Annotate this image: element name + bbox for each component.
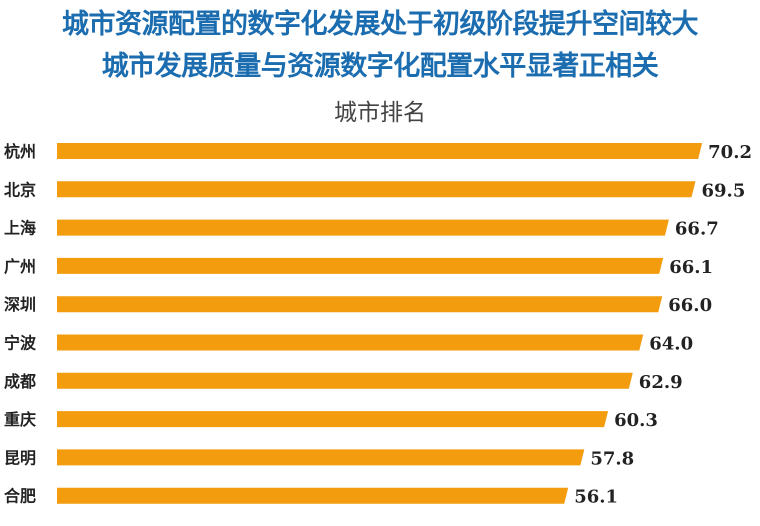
bar [57,257,664,274]
category-label: 宁波 [4,334,37,353]
value-label: 60.3 [614,410,658,431]
chart-title: 城市资源配置的数字化发展处于初级阶段提升空间较大 [62,9,699,40]
value-label: 66.1 [669,257,713,278]
value-label: 62.9 [639,372,683,393]
category-label: 广州 [4,257,36,276]
value-label: 57.8 [590,448,634,469]
category-label: 成都 [4,372,36,391]
value-label: 66.7 [675,219,719,240]
value-label: 66.0 [668,295,712,316]
category-label: 深圳 [4,295,36,314]
chart-label: 城市排名 [334,100,426,126]
value-label: 69.5 [702,180,746,201]
value-label: 70.2 [708,142,752,163]
bar [57,219,669,236]
category-label: 昆明 [4,448,36,467]
category-label: 合肥 [4,487,36,506]
bar [57,372,633,389]
chart-subtitle: 城市发展质量与资源数字化配置水平显著正相关 [101,51,659,82]
category-label: 杭州 [4,142,36,161]
bar [57,181,696,198]
category-label: 重庆 [4,410,36,429]
bar [57,487,569,504]
category-label: 上海 [4,219,36,238]
bar [57,449,585,466]
bar [57,334,644,351]
bar [57,411,609,428]
value-label: 64.0 [649,334,693,355]
bar [57,296,663,313]
category-label: 北京 [4,180,36,199]
bar [57,143,703,159]
value-label: 56.1 [574,487,618,508]
